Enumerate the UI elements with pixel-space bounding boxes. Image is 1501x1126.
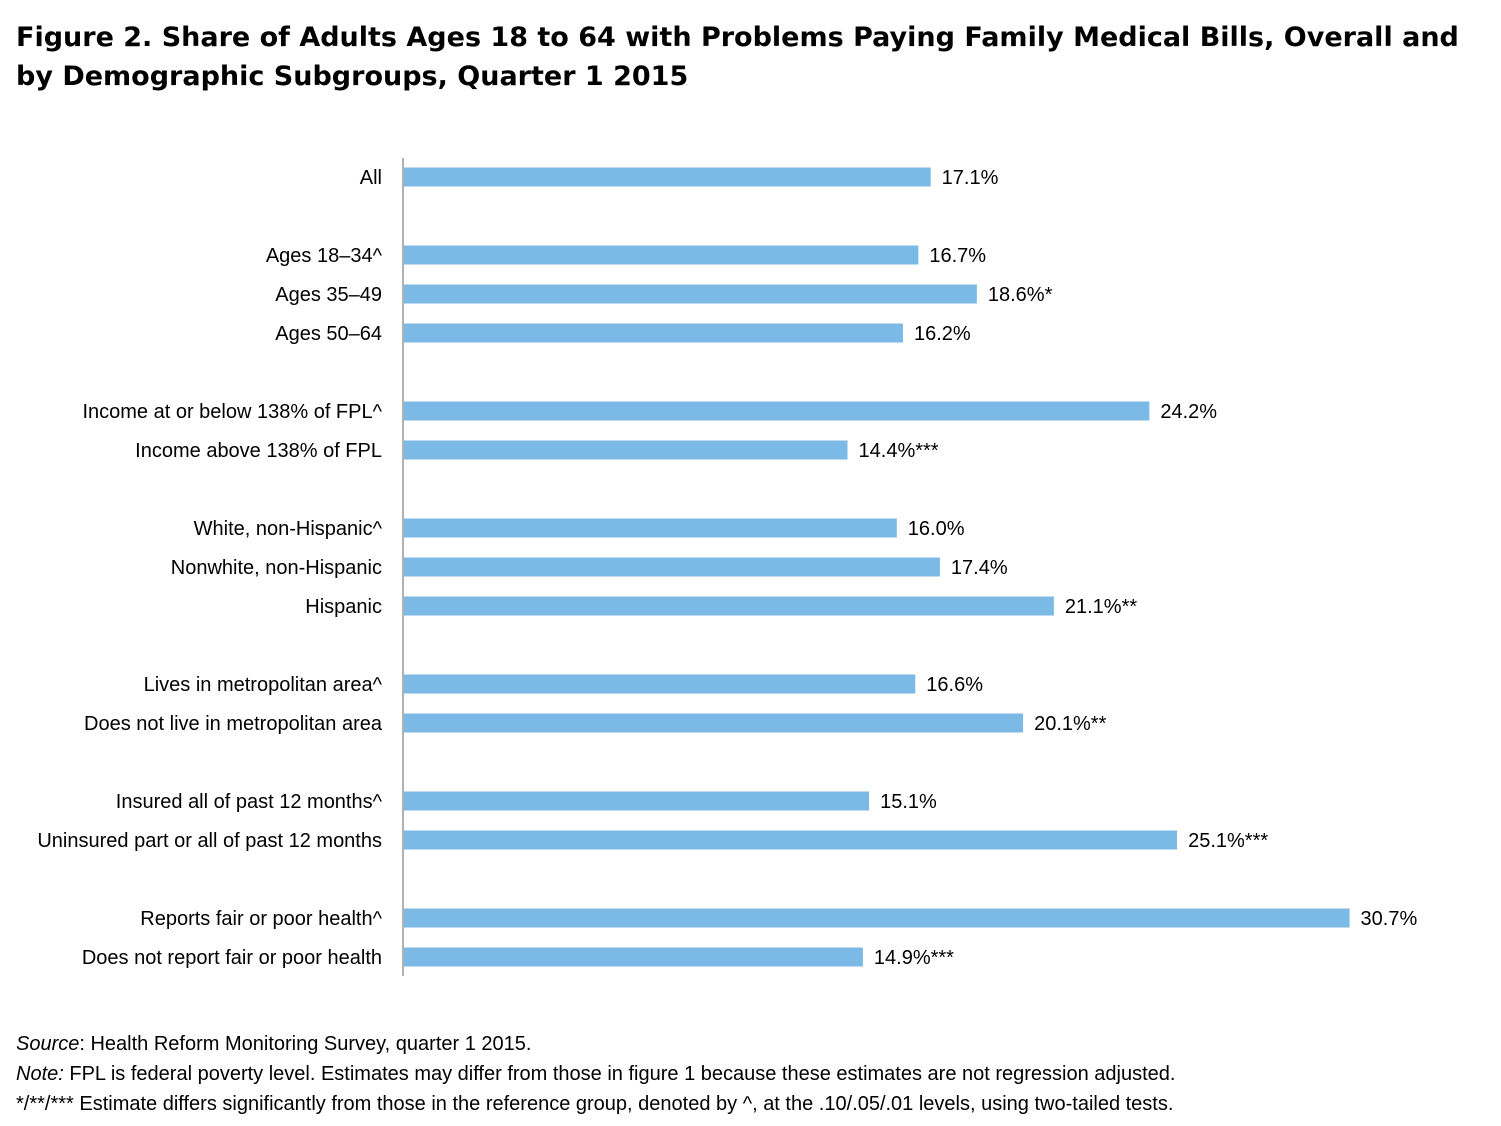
bar — [404, 908, 1350, 928]
bar — [404, 518, 897, 538]
bar — [404, 323, 903, 343]
footnotes: Source: Health Reform Monitoring Survey,… — [16, 1029, 1486, 1119]
category-label: White, non-Hispanic^ — [194, 518, 383, 540]
bar — [404, 947, 863, 967]
value-label: 16.0% — [908, 518, 965, 540]
bar — [404, 167, 931, 187]
bar — [404, 674, 916, 694]
bar — [404, 830, 1178, 850]
value-label: 17.4% — [951, 557, 1008, 579]
note-text: Note: FPL is federal poverty level. Esti… — [16, 1059, 1486, 1089]
category-label: Lives in metropolitan area^ — [144, 674, 383, 696]
value-label: 25.1%*** — [1188, 830, 1268, 852]
bar — [404, 791, 870, 811]
category-label: Ages 18–34^ — [266, 245, 383, 267]
bar — [404, 440, 848, 460]
bar-chart: All 17.1% Ages 18–34^ 16.7% Ages 35–49 18.6%*… — [37, 158, 1417, 976]
category-label: Hispanic — [305, 596, 382, 618]
source-note: Source: Health Reform Monitoring Survey,… — [16, 1029, 1486, 1059]
value-label: 16.7% — [929, 245, 986, 267]
significance-note: */**/*** Estimate differs significantly … — [16, 1093, 1174, 1115]
value-label: 16.6% — [926, 674, 983, 696]
category-label: Does not live in metropolitan area — [84, 713, 383, 735]
bars-group: All 17.1% Ages 18–34^ 16.7% Ages 35–49 18.6%*… — [37, 167, 1417, 969]
value-label: 20.1%** — [1034, 713, 1106, 735]
value-label: 24.2% — [1160, 401, 1217, 423]
category-label: Uninsured part or all of past 12 months — [37, 830, 382, 852]
category-label: Ages 50–64 — [275, 323, 382, 345]
category-label: Insured all of past 12 months^ — [116, 791, 383, 813]
bar — [404, 713, 1024, 733]
category-label: Income above 138% of FPL — [135, 440, 382, 462]
category-label: Reports fair or poor health^ — [140, 908, 382, 930]
note-body: FPL is federal poverty level. Estimates … — [63, 1063, 1176, 1085]
category-label: Income at or below 138% of FPL^ — [82, 401, 382, 423]
bar — [404, 557, 940, 577]
value-label: 14.9%*** — [874, 947, 954, 969]
value-label: 15.1% — [880, 791, 937, 813]
value-label: 18.6%* — [988, 284, 1053, 306]
chart-title: Figure 2. Share of Adults Ages 18 to 64 … — [16, 22, 1459, 92]
category-label: Nonwhite, non-Hispanic — [171, 557, 382, 579]
category-label: All — [360, 167, 382, 189]
value-label: 17.1% — [942, 167, 999, 189]
value-label: 14.4%*** — [859, 440, 939, 462]
bar — [404, 596, 1054, 616]
bar — [404, 245, 919, 265]
category-label: Does not report fair or poor health — [82, 947, 382, 969]
source-label: Source — [16, 1033, 80, 1055]
source-text: : Health Reform Monitoring Survey, quart… — [79, 1033, 532, 1055]
value-label: 21.1%** — [1065, 596, 1137, 618]
value-label: 30.7% — [1361, 908, 1418, 930]
bar — [404, 401, 1150, 421]
note-label: Note: — [16, 1063, 64, 1085]
bar — [404, 284, 977, 304]
category-label: Ages 35–49 — [275, 284, 382, 306]
value-label: 16.2% — [914, 323, 971, 345]
